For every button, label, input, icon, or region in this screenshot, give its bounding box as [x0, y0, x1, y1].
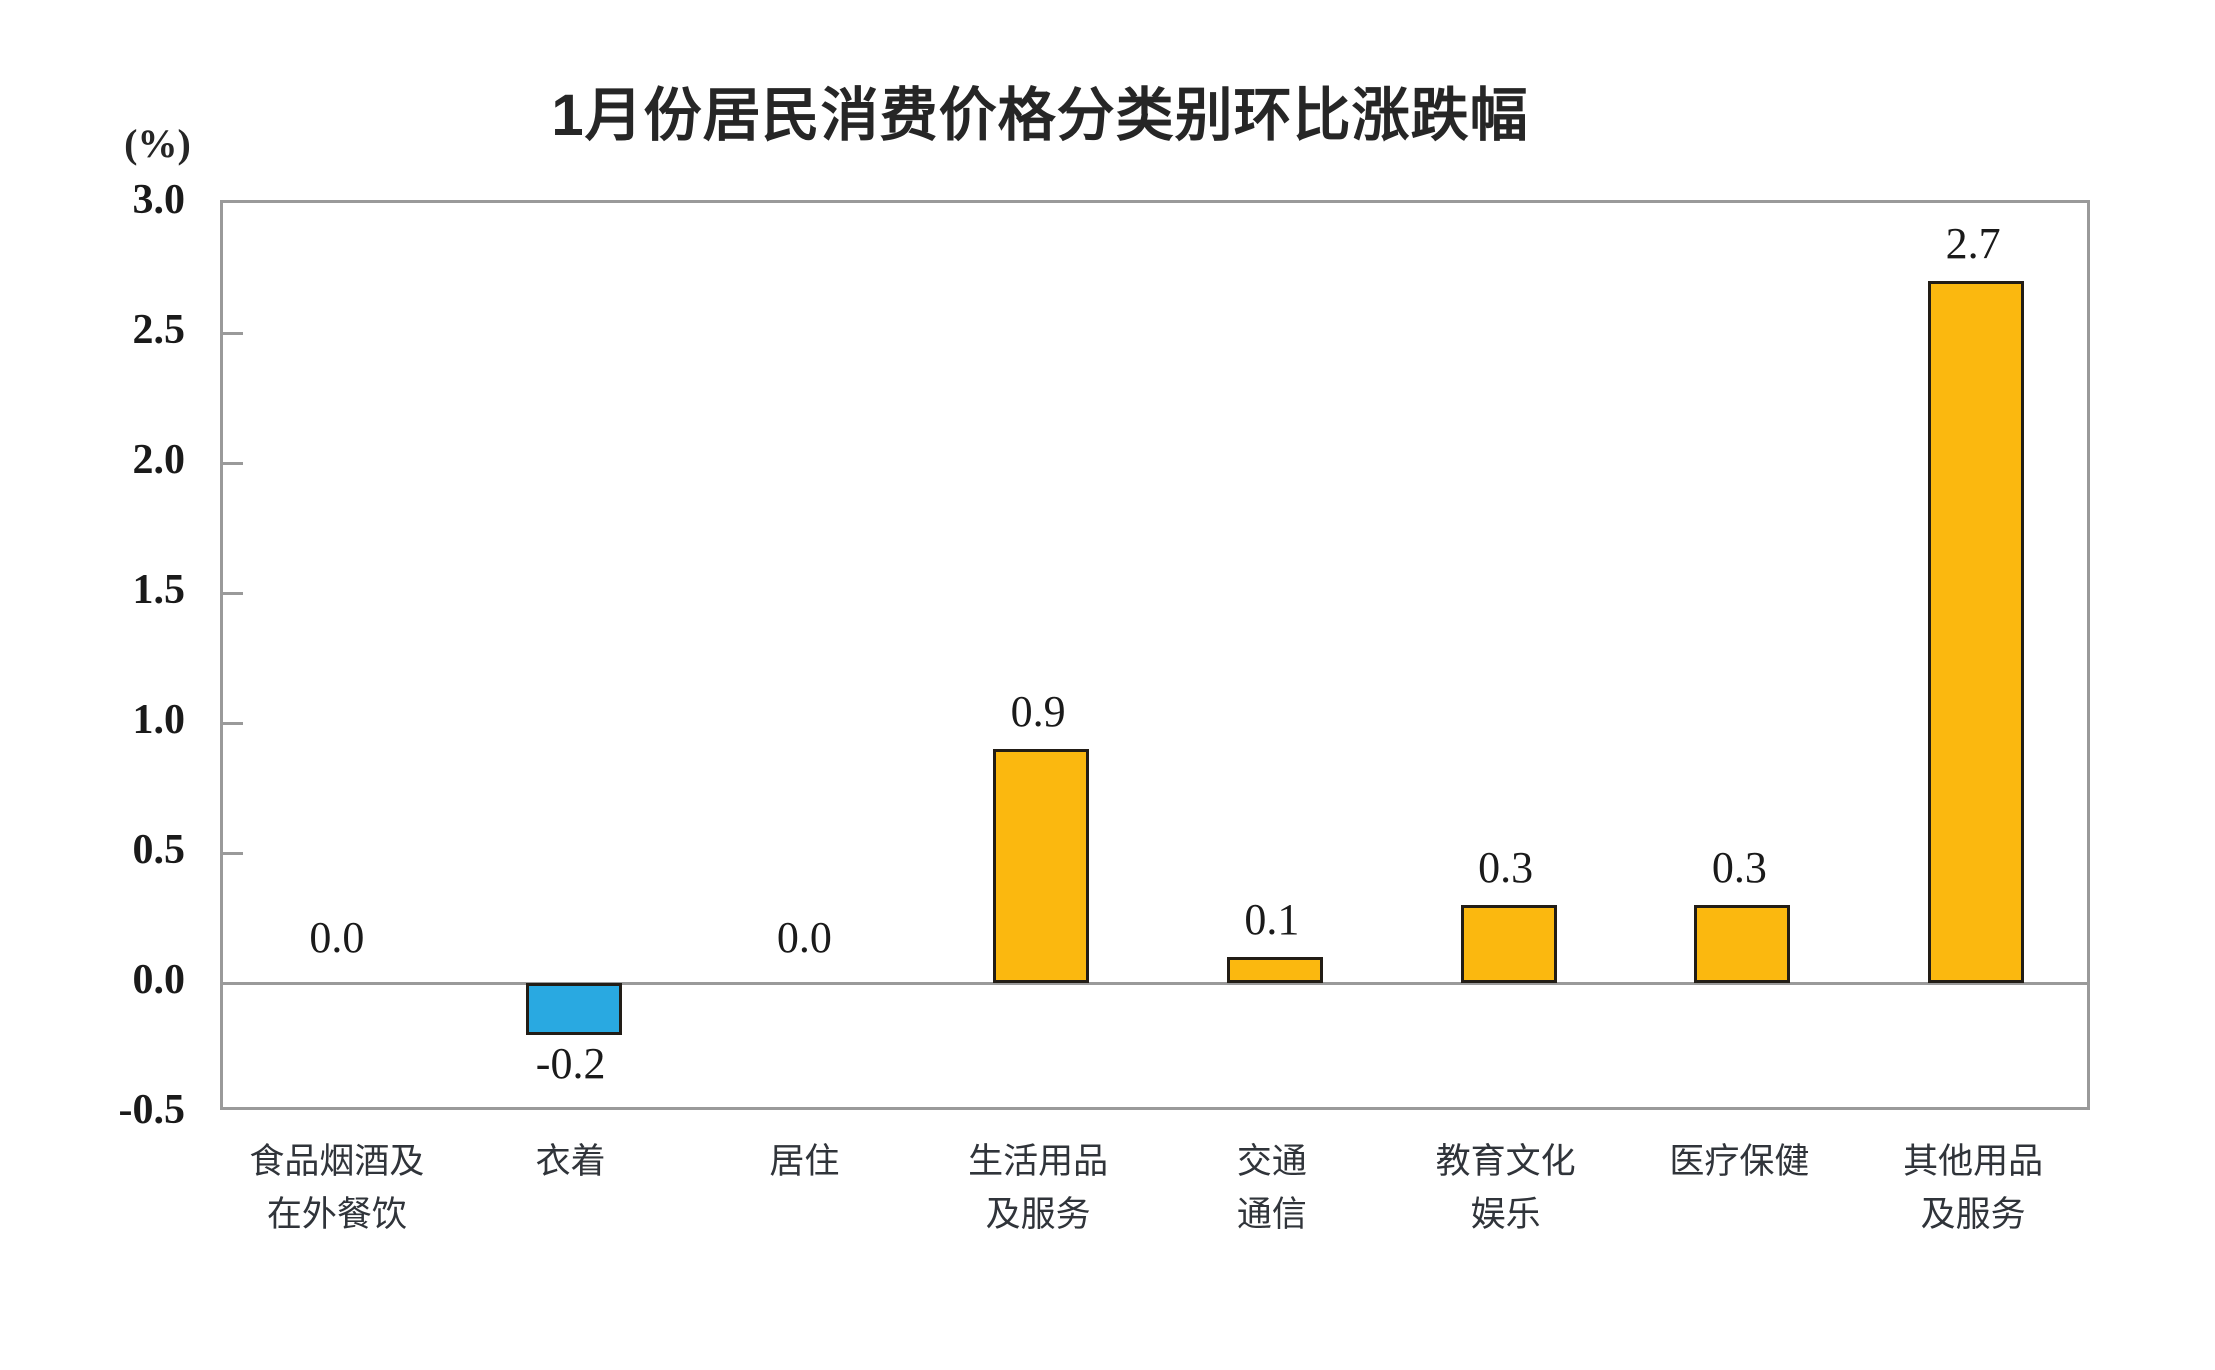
bar-value-label: 2.7 [1945, 219, 2001, 268]
x-axis-category-label: 生活用品 及服务 [968, 1142, 1109, 1234]
bar-value-label: 0.3 [1711, 843, 1767, 892]
y-axis-tick-mark [223, 721, 243, 725]
y-axis-tick-label: -0.5 [118, 1087, 186, 1133]
y-axis-unit-label: (%) [124, 121, 191, 166]
y-axis-tick-label: 1.5 [132, 567, 186, 613]
y-axis-tick-label: 2.5 [132, 307, 186, 353]
bar-医疗保健 [1694, 905, 1791, 983]
x-axis-category-label: 交通 通信 [1236, 1142, 1307, 1234]
x-axis-category-label: 医疗保健 [1669, 1142, 1810, 1181]
bar-value-label: 0.9 [1010, 687, 1066, 736]
bar-value-label: 0.0 [776, 913, 832, 962]
y-axis-tick-mark [223, 851, 243, 855]
bar-衣着 [525, 983, 622, 1035]
bar-value-label: -0.2 [535, 1039, 606, 1088]
x-axis-category-label: 居住 [769, 1142, 840, 1181]
y-axis-tick-label: 0.0 [132, 957, 186, 1003]
y-axis-tick-mark [223, 591, 243, 595]
bar-其他用品及服务 [1928, 281, 2025, 983]
zero-baseline [223, 981, 2087, 985]
y-axis-tick-label: 2.0 [132, 437, 186, 483]
bar-value-label: 0.1 [1244, 895, 1300, 944]
x-axis-category-label: 衣着 [535, 1142, 606, 1181]
bar-教育文化娱乐 [1460, 905, 1557, 983]
x-axis-category-label: 教育文化 娱乐 [1435, 1142, 1576, 1234]
y-axis-tick-label: 3.0 [132, 177, 186, 223]
y-axis-tick-label: 1.0 [132, 697, 186, 743]
y-axis-tick-mark [223, 461, 243, 465]
bar-交通通信 [1226, 957, 1323, 983]
x-axis-category-label: 其他用品 及服务 [1903, 1142, 2044, 1234]
chart-title: 1月份居民消费价格分类别环比涨跌幅 [551, 83, 1529, 148]
bar-生活用品及服务 [993, 749, 1090, 983]
bar-value-label: 0.0 [309, 913, 365, 962]
y-axis-tick-mark [223, 331, 243, 335]
y-axis-tick-label: 0.5 [132, 827, 186, 873]
bar-value-label: 0.3 [1478, 843, 1534, 892]
x-axis-category-label: 食品烟酒及 在外餐饮 [249, 1142, 425, 1234]
plot-area [220, 200, 2090, 1110]
